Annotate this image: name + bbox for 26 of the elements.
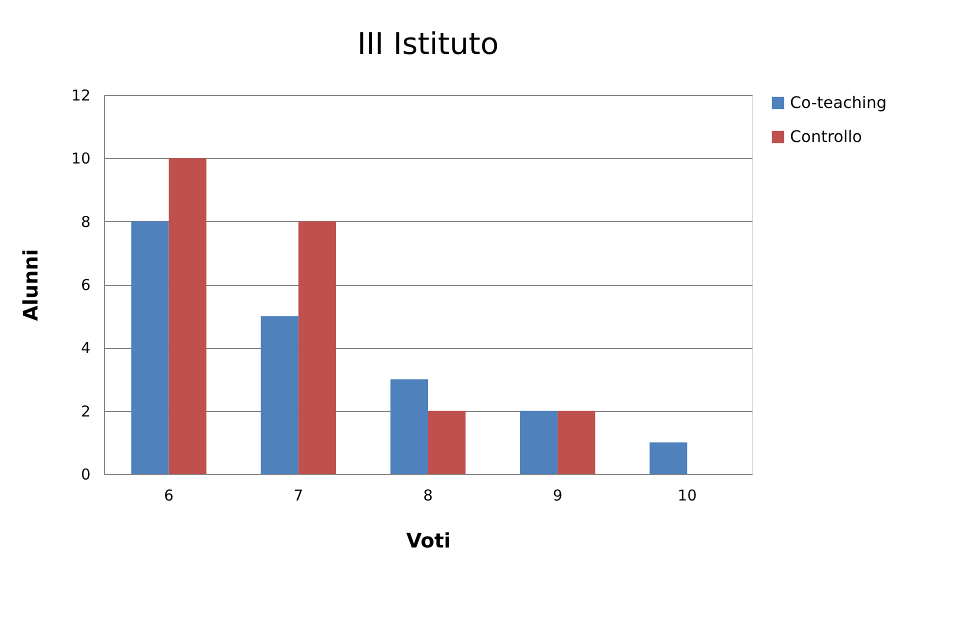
legend-label: Co-teaching (790, 93, 887, 112)
x-tick-label: 8 (423, 486, 433, 504)
bar (558, 410, 596, 474)
x-axis-title: Voti (406, 528, 451, 552)
bar (390, 379, 428, 474)
y-tick-label: 2 (80, 402, 90, 420)
legend-label: Controllo (790, 127, 862, 146)
bar (168, 158, 206, 474)
bar (650, 442, 688, 474)
y-tick-label: 4 (80, 339, 90, 358)
bar (520, 410, 558, 474)
bar (260, 316, 298, 474)
y-tick-label: 0 (80, 466, 90, 484)
bar (298, 221, 336, 474)
x-tick-label: 10 (678, 486, 697, 504)
y-tick-label: 10 (71, 150, 90, 168)
x-tick-label: 9 (552, 486, 562, 504)
y-tick-label: 12 (71, 86, 90, 104)
chart-title: III Istituto (357, 27, 499, 62)
bar (428, 410, 466, 474)
y-axis-title: Alunni (18, 249, 42, 321)
y-tick-label: 6 (80, 276, 90, 294)
y-tick-label: 8 (80, 212, 90, 231)
x-tick-label: 6 (164, 486, 174, 504)
bar (131, 221, 169, 474)
x-tick-label: 7 (294, 486, 304, 504)
